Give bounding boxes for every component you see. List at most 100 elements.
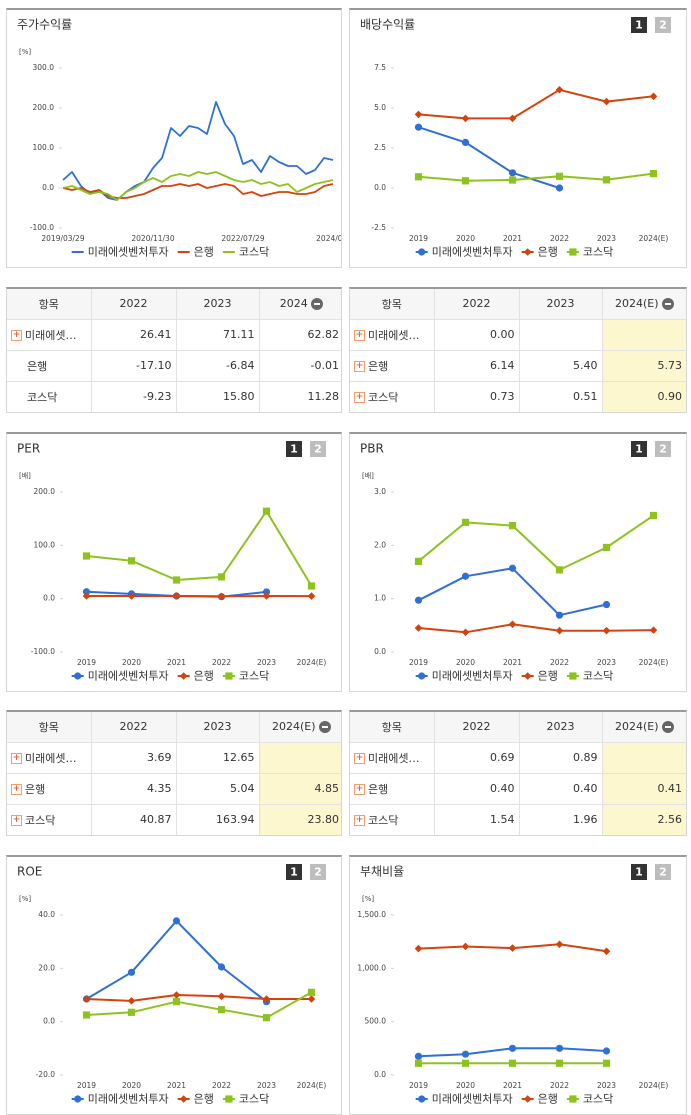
collapse-icon[interactable]	[310, 298, 323, 311]
marker	[307, 988, 316, 996]
expand-icon[interactable]: +	[11, 330, 22, 341]
legend-marker	[569, 1095, 577, 1103]
marker	[461, 138, 470, 146]
name-cell: + 코스닥	[350, 381, 434, 412]
expand-icon[interactable]: +	[354, 330, 365, 341]
value-cell: 0.89	[518, 742, 602, 774]
value-cell: 11.28	[258, 381, 341, 412]
chart-title: 주가수익률	[17, 18, 72, 32]
expand-icon[interactable]: +	[354, 784, 365, 795]
marker	[508, 620, 517, 629]
cell-value: 4.85	[314, 782, 340, 795]
expand-icon[interactable]: +	[354, 361, 365, 372]
series-line	[418, 623, 654, 634]
header-cell: 2023	[175, 712, 259, 743]
panel-button[interactable]	[310, 441, 326, 457]
value-cell: 0.90	[601, 381, 686, 412]
marker	[649, 170, 658, 178]
name-cell: + 미래에셋…	[7, 742, 91, 774]
marker	[414, 624, 423, 632]
panel-button-label: 1	[290, 443, 298, 456]
table-row: + 은행 4.35 5.04 4.85	[7, 773, 341, 805]
chart-title: PER	[17, 442, 40, 456]
row-label: 코스닥	[25, 813, 56, 827]
y-tick-label: 40.0	[38, 910, 55, 919]
panel-button[interactable]	[631, 864, 647, 880]
marker	[555, 1059, 564, 1067]
marker	[217, 963, 226, 971]
legend-label: 미래에셋벤처투자	[88, 1093, 169, 1106]
name-cell: + 코스닥	[350, 804, 434, 835]
expand-icon[interactable]: +	[354, 753, 365, 764]
marker	[649, 626, 658, 634]
cell-value: 0.73	[490, 390, 515, 403]
legend: 미래에셋벤처투자 은행 코스닥	[71, 246, 269, 259]
cell-value: -0.01	[310, 359, 339, 372]
marker	[262, 588, 271, 596]
marker	[508, 1044, 517, 1052]
series-line	[417, 514, 655, 571]
panel-button[interactable]	[286, 864, 302, 880]
x-tick-label: 2022	[550, 234, 569, 243]
series-line	[86, 510, 313, 587]
y-tick-label: -100.0	[31, 647, 55, 656]
series-line	[62, 101, 334, 201]
cell-value: 0.40	[573, 782, 598, 795]
marker	[461, 1059, 470, 1067]
marker	[414, 123, 423, 131]
expand-icon[interactable]: +	[354, 392, 365, 403]
panel-button[interactable]	[655, 441, 671, 457]
value-cell: 4.85	[258, 773, 341, 805]
header-row: 항목 2022 2023 2024(E)	[7, 712, 341, 743]
y-tick-label: 1,000.0	[357, 963, 386, 972]
header-text: 2024(E)	[271, 720, 316, 734]
legend: 미래에셋벤처투자 은행 코스닥	[415, 670, 613, 683]
marker	[307, 582, 316, 590]
value-cell: 1.96	[518, 804, 602, 835]
legend-marker	[225, 1095, 233, 1103]
panel-button[interactable]	[655, 864, 671, 880]
panel-button[interactable]	[655, 17, 671, 33]
data-table: 항목 2022 2023 2024(E) + 미래에셋… 3.69 12.65 + 은행 4.35 5…	[7, 712, 341, 835]
cell-value: 15.80	[223, 390, 255, 403]
marker	[461, 177, 470, 185]
name-cell: 코스닥	[7, 381, 91, 412]
y-tick-label: 1,500.0	[357, 910, 386, 919]
x-tick-label: 2020	[122, 658, 141, 667]
panel-button[interactable]	[286, 441, 302, 457]
legend-marker	[569, 248, 577, 256]
table-row: + 미래에셋… 26.41 71.11 62.82	[7, 319, 341, 351]
panel-button[interactable]	[631, 17, 647, 33]
chart-panel: 배당수익률 1 2 -2.5 0.0 2.5 5.0 7.5 2019 2020 2021 2022 2…	[349, 8, 687, 268]
cell-value: 0.90	[657, 390, 683, 403]
x-tick-label: 2020/11/30	[131, 234, 174, 243]
legend: 미래에셋벤처투자 은행 코스닥	[415, 1093, 613, 1106]
legend: 미래에셋벤처투자 은행 코스닥	[71, 670, 269, 683]
axis-unit: [배]	[19, 471, 31, 480]
expand-icon[interactable]: +	[354, 815, 365, 826]
x-tick-label: 2022/07/29	[221, 234, 264, 243]
marker	[649, 511, 658, 520]
header-text: 항목	[381, 297, 402, 311]
cell-value: 12.65	[223, 751, 255, 764]
expand-icon[interactable]: +	[11, 784, 22, 795]
panel-button[interactable]	[631, 441, 647, 457]
legend-marker	[179, 1095, 188, 1103]
row-label: 은행	[368, 359, 389, 373]
legend-label: 미래에셋벤처투자	[432, 1093, 513, 1106]
cell-value: 0.89	[573, 751, 598, 764]
panel-button[interactable]	[310, 864, 326, 880]
expand-icon[interactable]: +	[11, 815, 22, 826]
collapse-icon[interactable]	[318, 721, 331, 734]
expand-icon[interactable]: +	[11, 753, 22, 764]
value-cell: 0.40	[433, 773, 519, 805]
collapse-icon[interactable]	[661, 721, 674, 734]
marker	[414, 110, 423, 119]
value-cell: 1.54	[433, 804, 519, 835]
cell-value: -17.10	[136, 359, 172, 372]
y-tick-label: 0.0	[42, 183, 54, 192]
collapse-icon[interactable]	[661, 298, 674, 311]
x-tick-label: 2020	[456, 658, 475, 667]
value-cell: 3.69	[90, 742, 176, 774]
marker	[602, 600, 611, 609]
